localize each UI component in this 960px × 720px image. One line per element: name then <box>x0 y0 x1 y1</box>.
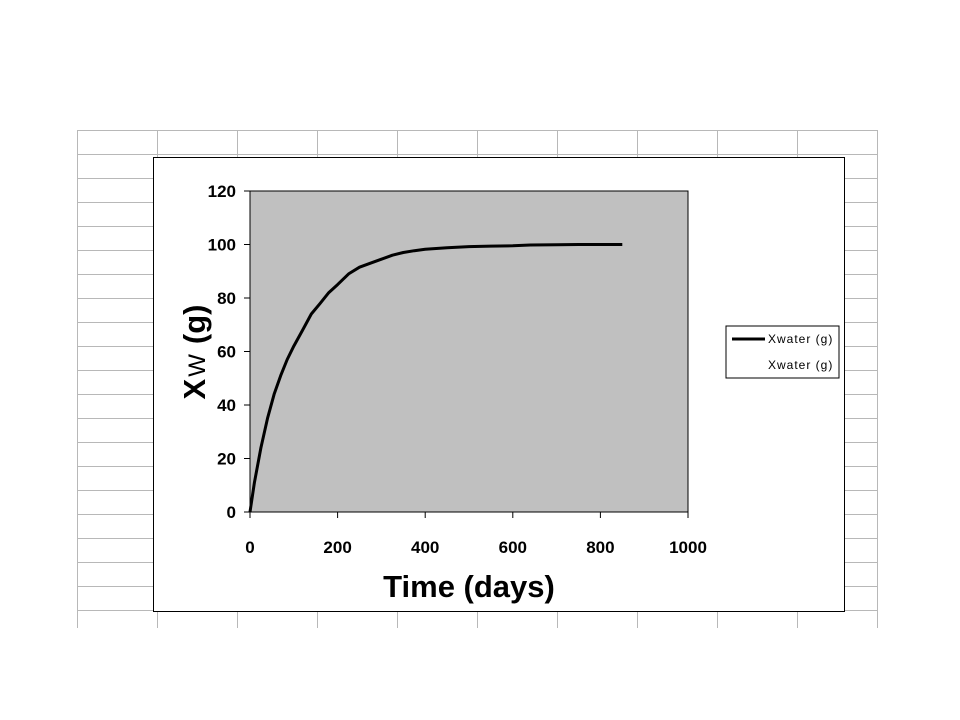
y-tick-label: 20 <box>217 450 236 469</box>
y-axis-title-subscript: W <box>184 354 211 377</box>
x-tick-label: 600 <box>499 538 527 557</box>
plot-area <box>249 190 689 513</box>
y-tick-label: 60 <box>217 343 236 362</box>
y-tick-label: 100 <box>208 236 236 255</box>
y-axis-title: XW (g) <box>177 305 212 400</box>
x-tick-label: 400 <box>411 538 439 557</box>
x-axis: 0 200 400 600 800 1000 <box>245 512 707 557</box>
legend-box <box>725 325 840 379</box>
y-tick-label: 40 <box>217 396 236 415</box>
x-tick-label: 200 <box>323 538 351 557</box>
legend-label-0: Xwater (g) <box>768 332 833 346</box>
x-axis-title: Time (days) <box>383 569 555 604</box>
series-line-xwater <box>248 243 623 513</box>
x-tick-label: 0 <box>245 538 254 557</box>
x-tick-label: 1000 <box>669 538 707 557</box>
svg-text:XW(g): XW (g) <box>177 305 212 400</box>
y-axis-title-main: X <box>177 378 212 399</box>
legend-label-1: Xwater (g) <box>768 358 833 372</box>
y-axis: 0 20 40 60 80 100 120 <box>208 182 250 522</box>
y-axis-title-unit: (g) <box>177 305 212 345</box>
x-tick-label: 800 <box>586 538 614 557</box>
y-tick-label: 80 <box>217 289 236 308</box>
y-tick-label: 0 <box>227 503 236 522</box>
y-tick-label: 120 <box>208 182 236 201</box>
legend[interactable]: Xwater (g) Xwater (g) <box>725 325 840 379</box>
